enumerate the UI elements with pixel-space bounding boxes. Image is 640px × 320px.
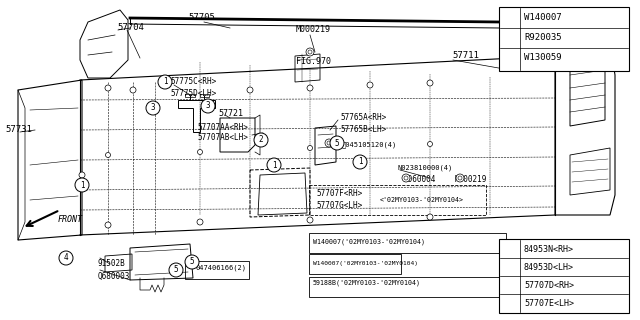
Text: R920035: R920035 (524, 34, 562, 43)
Circle shape (75, 178, 89, 192)
Circle shape (267, 158, 281, 172)
Text: 57707G<LH>: 57707G<LH> (316, 202, 362, 211)
Circle shape (504, 12, 516, 24)
Circle shape (456, 174, 464, 182)
Circle shape (247, 87, 253, 93)
Circle shape (504, 244, 516, 256)
Text: A590001236: A590001236 (582, 306, 628, 315)
Text: 57765A<RH>: 57765A<RH> (340, 114, 387, 123)
Text: FIG.970: FIG.970 (296, 58, 331, 67)
Circle shape (427, 214, 433, 220)
Circle shape (458, 176, 462, 180)
Text: 3: 3 (150, 103, 156, 113)
Text: W140007: W140007 (524, 13, 562, 22)
Circle shape (201, 99, 215, 113)
Circle shape (254, 133, 268, 147)
Text: ⑥045105120(4): ⑥045105120(4) (342, 142, 397, 148)
Text: 5: 5 (508, 281, 512, 290)
Circle shape (198, 149, 202, 155)
Text: W140007('02MY0103-'02MY0104): W140007('02MY0103-'02MY0104) (313, 239, 425, 245)
Circle shape (59, 251, 73, 265)
Text: M060004: M060004 (404, 175, 436, 185)
Text: 57711: 57711 (452, 52, 479, 60)
Circle shape (169, 263, 183, 277)
Text: 1: 1 (272, 161, 276, 170)
Text: 3: 3 (205, 101, 211, 110)
Circle shape (330, 136, 344, 150)
Text: 59188B('02MY0103-'02MY0104): 59188B('02MY0103-'02MY0104) (313, 280, 421, 286)
Circle shape (504, 32, 516, 44)
Circle shape (307, 217, 313, 223)
Circle shape (146, 101, 160, 115)
Text: 3: 3 (508, 53, 512, 62)
Circle shape (79, 172, 85, 178)
Text: 2: 2 (259, 135, 263, 145)
Text: 57721: 57721 (218, 109, 243, 118)
Text: 4: 4 (508, 245, 512, 254)
Text: 57707AB<LH>: 57707AB<LH> (197, 133, 248, 142)
Circle shape (306, 48, 314, 56)
Text: 57704: 57704 (117, 22, 144, 31)
Text: 57775D<LH>: 57775D<LH> (170, 89, 216, 98)
Circle shape (308, 50, 312, 54)
Circle shape (353, 155, 367, 169)
Text: FRONT: FRONT (58, 215, 83, 224)
Text: 57707E<LH>: 57707E<LH> (524, 299, 574, 308)
Circle shape (130, 87, 136, 93)
Text: 57765B<LH>: 57765B<LH> (340, 125, 387, 134)
Circle shape (161, 78, 169, 86)
Text: 57707D<RH>: 57707D<RH> (524, 281, 574, 290)
Text: 5: 5 (189, 258, 195, 267)
Text: 57731: 57731 (5, 125, 32, 134)
Circle shape (158, 75, 172, 89)
Text: <'02MY0103-'02MY0104>: <'02MY0103-'02MY0104> (380, 197, 464, 203)
Circle shape (404, 176, 408, 180)
Circle shape (427, 80, 433, 86)
Circle shape (197, 219, 203, 225)
Text: 1: 1 (358, 157, 362, 166)
Text: 84953N<RH>: 84953N<RH> (524, 245, 574, 254)
Text: 1: 1 (508, 13, 512, 22)
Text: 57707AA<RH>: 57707AA<RH> (197, 123, 248, 132)
FancyBboxPatch shape (499, 239, 629, 313)
Text: 047406166(2): 047406166(2) (196, 265, 247, 271)
Circle shape (307, 85, 313, 91)
Text: W140007('02MY0103-'02MY0104): W140007('02MY0103-'02MY0104) (313, 260, 418, 266)
Circle shape (106, 153, 111, 157)
Text: 91502B: 91502B (98, 260, 125, 268)
Text: 57707F<RH>: 57707F<RH> (316, 189, 362, 198)
Text: 57775C<RH>: 57775C<RH> (170, 77, 216, 86)
Circle shape (327, 141, 331, 145)
Text: W130059: W130059 (524, 53, 562, 62)
Circle shape (307, 146, 312, 150)
FancyBboxPatch shape (499, 7, 629, 71)
Circle shape (185, 255, 199, 269)
Circle shape (402, 174, 410, 182)
Circle shape (428, 141, 433, 147)
Text: N023810000(4): N023810000(4) (398, 165, 453, 171)
Text: 5: 5 (173, 266, 179, 275)
Text: M000219: M000219 (296, 26, 331, 35)
Text: M000219: M000219 (455, 175, 488, 185)
Text: 1: 1 (163, 77, 167, 86)
Circle shape (504, 52, 516, 64)
Circle shape (105, 85, 111, 91)
Circle shape (504, 279, 516, 291)
Circle shape (105, 222, 111, 228)
Text: 1: 1 (80, 180, 84, 189)
Text: Q680003: Q680003 (98, 271, 131, 281)
Text: 2: 2 (508, 34, 512, 43)
Text: 5: 5 (335, 139, 339, 148)
Circle shape (367, 82, 373, 88)
Text: 57705: 57705 (188, 13, 215, 22)
Text: 84953D<LH>: 84953D<LH> (524, 262, 574, 271)
Circle shape (325, 139, 333, 147)
Circle shape (78, 181, 86, 189)
Text: 4: 4 (64, 253, 68, 262)
